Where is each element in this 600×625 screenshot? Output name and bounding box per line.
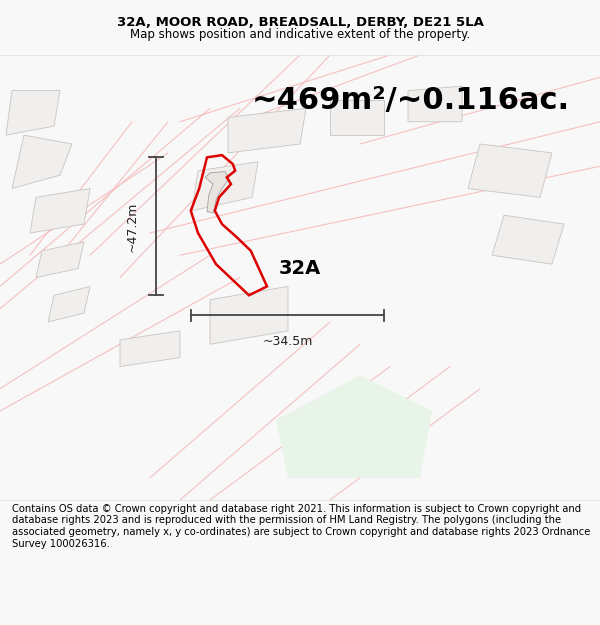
Text: Map shows position and indicative extent of the property.: Map shows position and indicative extent… xyxy=(130,28,470,41)
Text: ~47.2m: ~47.2m xyxy=(125,201,139,251)
Polygon shape xyxy=(468,144,552,198)
Polygon shape xyxy=(330,99,384,135)
Text: ~34.5m: ~34.5m xyxy=(262,336,313,348)
Polygon shape xyxy=(12,135,72,189)
Polygon shape xyxy=(276,376,432,478)
Polygon shape xyxy=(6,91,60,135)
Polygon shape xyxy=(205,172,229,213)
Polygon shape xyxy=(192,162,258,211)
Polygon shape xyxy=(30,189,90,233)
Polygon shape xyxy=(210,286,288,344)
Polygon shape xyxy=(120,331,180,366)
Text: 32A: 32A xyxy=(279,259,321,278)
Polygon shape xyxy=(48,286,90,322)
Text: ~469m²/~0.116ac.: ~469m²/~0.116ac. xyxy=(252,86,570,115)
Polygon shape xyxy=(408,86,462,122)
Text: 32A, MOOR ROAD, BREADSALL, DERBY, DE21 5LA: 32A, MOOR ROAD, BREADSALL, DERBY, DE21 5… xyxy=(116,16,484,29)
Text: Contains OS data © Crown copyright and database right 2021. This information is : Contains OS data © Crown copyright and d… xyxy=(12,504,590,549)
Polygon shape xyxy=(228,108,306,153)
Polygon shape xyxy=(492,215,564,264)
Polygon shape xyxy=(36,242,84,278)
